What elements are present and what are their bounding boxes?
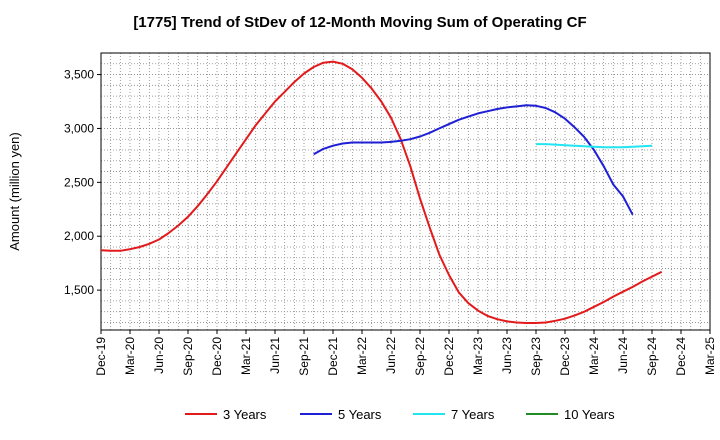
x-tick-label: Jun-24 bbox=[616, 337, 630, 374]
x-tick-label: Sep-23 bbox=[529, 337, 543, 376]
legend-label-5-years: 5 Years bbox=[338, 407, 382, 422]
series-line-7-years bbox=[536, 143, 653, 149]
x-tick-label: Dec-21 bbox=[326, 337, 340, 376]
series-line-3-years bbox=[100, 60, 663, 324]
x-axis: Dec-19 Mar-20 Jun-20 Sep-20 Dec-20 Mar-21 Jun-… bbox=[94, 330, 717, 376]
y-tick-label: 3,500 bbox=[64, 68, 94, 82]
series-line-5-years bbox=[313, 104, 634, 216]
legend: 3 Years 5 Years 7 Years 10 Years bbox=[185, 407, 615, 422]
x-tick-label: Mar-20 bbox=[123, 337, 137, 375]
x-tick-label: Dec-23 bbox=[558, 337, 572, 376]
x-tick-label: Sep-21 bbox=[297, 337, 311, 376]
x-tick-label: Mar-25 bbox=[703, 337, 717, 375]
legend-label-3-years: 3 Years bbox=[223, 407, 267, 422]
x-tick-label: Mar-21 bbox=[239, 337, 253, 375]
grid bbox=[101, 53, 710, 330]
x-tick-label: Mar-23 bbox=[471, 337, 485, 375]
x-tick-label: Dec-22 bbox=[442, 337, 456, 376]
x-tick-label: Dec-24 bbox=[674, 337, 688, 376]
legend-label-7-years: 7 Years bbox=[451, 407, 495, 422]
x-tick-label: Jun-20 bbox=[152, 337, 166, 374]
y-tick-label: 2,000 bbox=[64, 229, 94, 243]
x-tick-label: Sep-22 bbox=[413, 337, 427, 376]
x-tick-label: Jun-23 bbox=[500, 337, 514, 374]
x-tick-label: Sep-24 bbox=[645, 337, 659, 376]
x-tick-label: Dec-20 bbox=[210, 337, 224, 376]
y-tick-label: 2,500 bbox=[64, 175, 94, 189]
x-tick-label: Sep-20 bbox=[181, 337, 195, 376]
x-tick-label: Mar-24 bbox=[587, 337, 601, 375]
series-layer bbox=[100, 60, 663, 324]
chart-title: [1775] Trend of StDev of 12-Month Moving… bbox=[133, 14, 587, 31]
x-tick-label: Dec-19 bbox=[94, 337, 108, 376]
y-axis-label: Amount (million yen) bbox=[7, 132, 22, 251]
x-tick-label: Jun-22 bbox=[384, 337, 398, 374]
x-tick-label: Jun-21 bbox=[268, 337, 282, 374]
plot-frame bbox=[100, 52, 711, 331]
x-tick-label: Mar-22 bbox=[355, 337, 369, 375]
y-axis: 1,500 2,000 2,500 3,000 3,500 bbox=[64, 68, 101, 297]
y-tick-label: 3,000 bbox=[64, 121, 94, 135]
legend-label-10-years: 10 Years bbox=[564, 407, 615, 422]
y-tick-label: 1,500 bbox=[64, 283, 94, 297]
